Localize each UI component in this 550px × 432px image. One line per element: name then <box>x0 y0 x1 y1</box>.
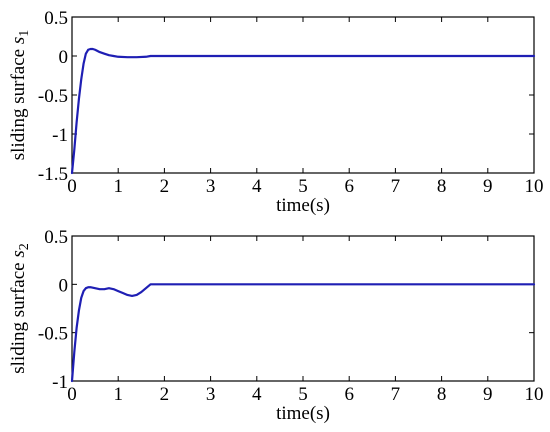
x-tick-label: 5 <box>298 384 308 405</box>
y-tick-label: 0 <box>59 47 69 68</box>
y-tick-label: -0.5 <box>38 86 68 107</box>
y-tick-label: -0.5 <box>38 324 68 345</box>
y-axis-label-text: sliding surface <box>8 258 29 374</box>
y-tick-label: -1 <box>52 372 68 393</box>
x-tick-label: 1 <box>113 384 123 405</box>
y-tick-label: -1 <box>52 125 68 146</box>
y-axis-label-subscript: 1 <box>17 30 32 37</box>
series-line-s1 <box>70 47 536 175</box>
x-axis-label: time(s) <box>276 195 330 216</box>
x-tick-label: 0 <box>67 176 77 197</box>
x-tick-label: 9 <box>483 384 493 405</box>
x-tick-label: 5 <box>298 176 308 197</box>
x-tick-label: 2 <box>160 176 170 197</box>
y-tick-label: 0 <box>59 275 69 296</box>
y-axis-label-text: sliding surface <box>8 44 29 160</box>
x-tick-label: 4 <box>252 384 262 405</box>
y-axis-label-variable: s <box>8 250 29 257</box>
x-tick-label: 9 <box>483 176 493 197</box>
x-tick-label: 7 <box>391 384 401 405</box>
x-tick-label: 10 <box>525 176 544 197</box>
series-line-s2 <box>70 283 536 383</box>
y-axis-label-variable: s <box>8 37 29 44</box>
y-axis-label-subscript: 2 <box>17 243 32 250</box>
x-axis-label: time(s) <box>276 403 330 424</box>
x-tick-label: 7 <box>391 176 401 197</box>
x-tick-label: 8 <box>437 176 447 197</box>
x-tick-label: 0 <box>67 384 77 405</box>
chart-panel-s1: 0 1 2 3 4 5 6 7 8 9 10 0.5 0 -0.5 -1 -1.5 time(s) sliding… <box>8 8 544 216</box>
y-tick-label: 0.5 <box>44 227 68 248</box>
x-tick-label: 3 <box>206 384 216 405</box>
plot-frame <box>71 16 535 174</box>
x-tick-label: 10 <box>525 384 544 405</box>
chart-panel-s2: 0 1 2 3 4 5 6 7 8 9 10 0.5 0 -0.5 -1 time(s) sliding sur… <box>8 227 544 424</box>
x-tick-label: 4 <box>252 176 262 197</box>
y-tick-label: -1.5 <box>38 164 68 185</box>
y-axis-label: sliding surface s1 <box>8 30 32 160</box>
x-tick-label: 8 <box>437 384 447 405</box>
x-tick-label: 3 <box>206 176 216 197</box>
y-axis-label: sliding surface s2 <box>8 243 32 373</box>
x-tick-label: 2 <box>160 384 170 405</box>
x-tick-label: 6 <box>344 176 354 197</box>
x-tick-label: 6 <box>344 384 354 405</box>
plot-frame <box>71 235 535 382</box>
x-tick-label: 1 <box>113 176 123 197</box>
y-tick-label: 0.5 <box>44 8 68 29</box>
